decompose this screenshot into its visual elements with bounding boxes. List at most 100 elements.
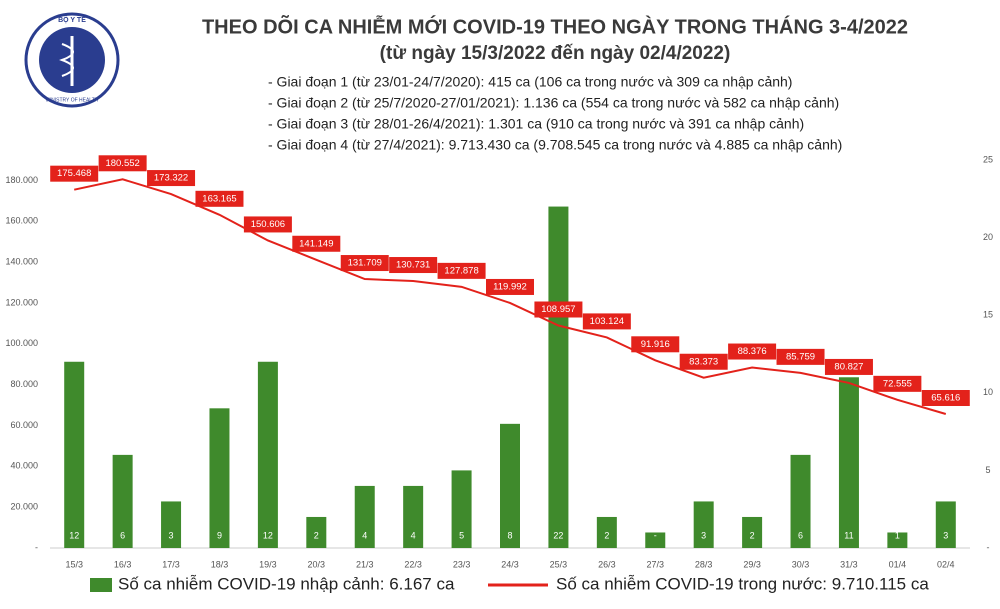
y2-tick-label: 5 [985, 465, 990, 475]
x-tick-label: 24/3 [501, 559, 519, 569]
note: - Giai đoạn 1 (từ 23/01-24/7/2020): 415 … [268, 74, 792, 90]
bar [790, 454, 811, 548]
y2-tick-label: 25 [983, 154, 993, 164]
logo: BỘ Y TẾ MINISTRY OF HEALTH [24, 12, 120, 108]
bar-label: 2 [750, 530, 755, 540]
y-tick-label: 60.000 [10, 420, 38, 430]
bar [887, 532, 908, 548]
value-label: 108.957 [541, 304, 575, 315]
value-label-box [776, 348, 825, 365]
bar [64, 361, 85, 548]
x-tick-label: 15/3 [65, 559, 83, 569]
bar [500, 423, 520, 548]
x-tick-label: 25/3 [550, 559, 568, 569]
chart-title: THEO DÕI CA NHIỄM MỚI COVID-19 THEO NGÀY… [202, 14, 908, 38]
y-tick-label: 40.000 [10, 461, 38, 471]
value-label: 88.376 [738, 346, 767, 357]
x-tick-label: 16/3 [114, 559, 132, 569]
value-label-box [824, 358, 873, 375]
value-label-box [243, 216, 292, 233]
value-label: 80.827 [834, 361, 863, 372]
value-label: 173.322 [154, 173, 188, 184]
y-tick-label: 120.000 [5, 297, 38, 307]
y2-tick-label: 10 [983, 387, 993, 397]
bar-label: 2 [314, 530, 319, 540]
bar [161, 501, 182, 548]
y2-tick-label: - [987, 542, 990, 552]
legend-label: Số ca nhiễm COVID-19 trong nước: 9.710.1… [556, 574, 929, 593]
bar [257, 361, 278, 548]
x-tick-label: 01/4 [889, 559, 907, 569]
bar-label: 3 [943, 530, 948, 540]
value-label-box [728, 343, 777, 360]
bar [112, 454, 133, 548]
value-label-box [486, 278, 534, 295]
y-tick-label: 140.000 [5, 256, 38, 266]
value-label: 119.992 [493, 281, 527, 292]
value-label: 72.555 [883, 378, 912, 389]
value-label: 83.373 [689, 356, 718, 367]
value-label: 130.731 [396, 260, 430, 271]
note: - Giai đoạn 2 (từ 25/7/2020-27/01/2021):… [268, 95, 839, 111]
value-label-box [631, 336, 680, 353]
bar-label: 12 [69, 530, 79, 540]
x-tick-label: 19/3 [259, 559, 277, 569]
value-label-box [50, 165, 99, 182]
x-tick-label: 17/3 [162, 559, 180, 569]
bar [451, 470, 472, 548]
bar-label: 3 [701, 530, 706, 540]
value-label-box [679, 353, 728, 370]
bar-label: 11 [844, 530, 853, 540]
x-tick-label: 26/3 [598, 559, 616, 569]
bar-label: 4 [411, 530, 416, 540]
bar-label: 1 [895, 530, 900, 540]
value-label-box [921, 390, 970, 407]
x-tick-label: 22/3 [404, 559, 422, 569]
bar [548, 206, 569, 548]
value-label-box [534, 301, 583, 318]
bar-label: 6 [120, 530, 125, 540]
bar-label: 4 [362, 530, 367, 540]
y-tick-label: 180.000 [5, 175, 38, 185]
y2-tick-label: 15 [983, 310, 993, 320]
bar-label: 8 [507, 530, 512, 540]
y2-tick-label: 20 [983, 232, 993, 242]
y-tick-label: 80.000 [10, 379, 38, 389]
value-label: 85.759 [786, 351, 815, 362]
x-tick-label: 31/3 [840, 559, 858, 569]
value-label-box [98, 155, 147, 172]
x-tick-label: 23/3 [453, 559, 471, 569]
bar-label: 6 [798, 530, 803, 540]
value-label-box [195, 190, 244, 207]
logo-top: BỘ Y TẾ [58, 14, 86, 24]
x-tick-label: 29/3 [743, 559, 761, 569]
x-tick-label: 27/3 [646, 559, 664, 569]
bar-label: 5 [459, 530, 464, 540]
bar [403, 485, 424, 548]
y-tick-label: 100.000 [5, 338, 38, 348]
bar [742, 516, 763, 548]
bar [935, 501, 956, 548]
y-tick-label: 20.000 [10, 502, 38, 512]
value-label-box [582, 313, 631, 330]
value-label: 180.552 [105, 158, 139, 169]
line [74, 178, 947, 415]
chart-subtitle: (từ ngày 15/3/2022 đến ngày 02/4/2022) [380, 43, 731, 64]
x-tick-label: 18/3 [211, 559, 229, 569]
value-label: 163.165 [202, 193, 236, 204]
bar [209, 408, 230, 548]
value-label-box [389, 257, 438, 274]
bar-label: 12 [263, 530, 273, 540]
value-label-box [340, 255, 389, 272]
x-tick-label: 30/3 [792, 559, 810, 569]
value-label: 91.916 [641, 339, 670, 350]
x-tick-label: 21/3 [356, 559, 374, 569]
legend-swatch [90, 578, 112, 592]
value-label: 175.468 [57, 168, 91, 179]
bar-label: 3 [169, 530, 174, 540]
bar [838, 377, 859, 548]
value-label: 65.616 [931, 393, 960, 404]
x-tick-label: 28/3 [695, 559, 713, 569]
value-label-box [292, 235, 341, 252]
value-label: 127.878 [444, 265, 478, 276]
